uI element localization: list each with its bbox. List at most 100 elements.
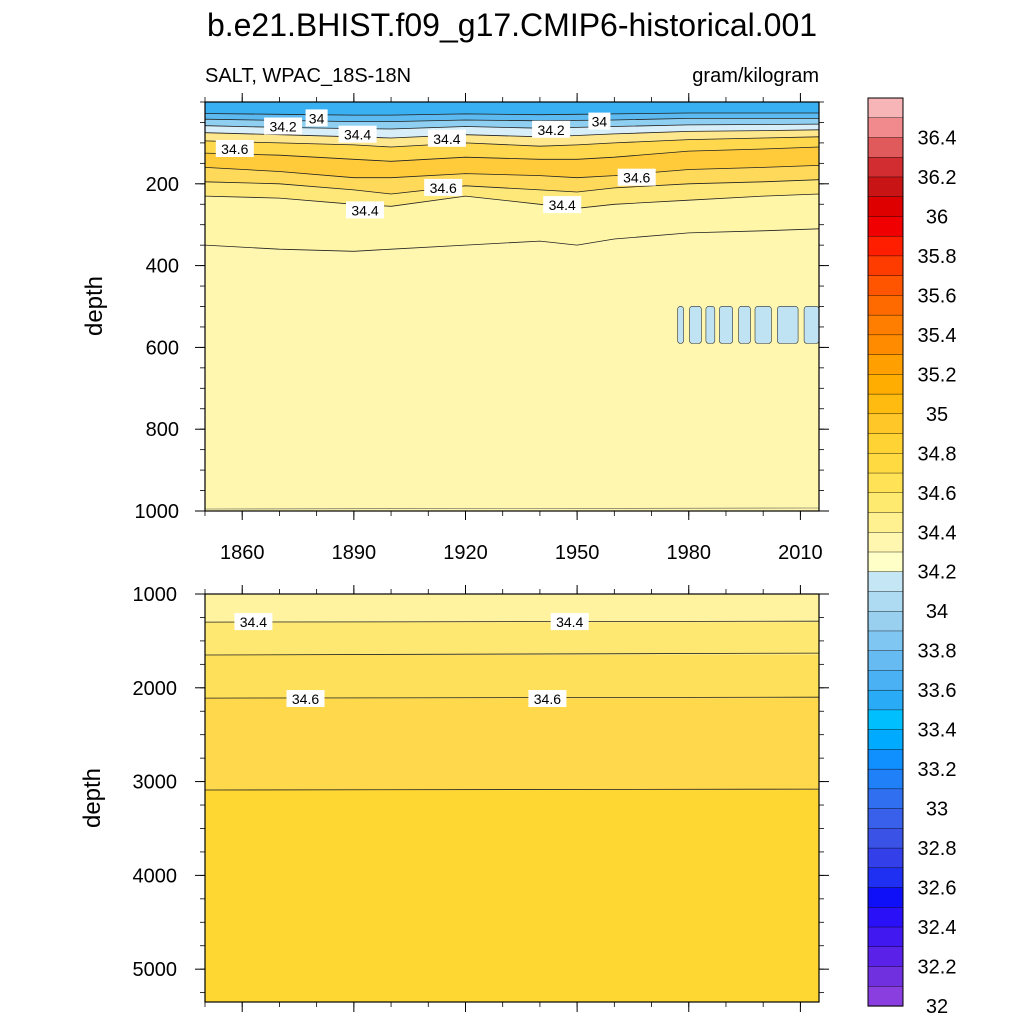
lower-y-tick-label: 2000 <box>133 678 178 700</box>
contour-label-text: 34.2 <box>537 122 564 138</box>
colorbar-swatch <box>867 117 904 139</box>
contour-label-box <box>543 196 582 214</box>
colorbar-swatch <box>867 749 904 770</box>
colorbar-label: 32.2 <box>918 957 957 979</box>
contour-label-box <box>305 109 328 127</box>
contour-label-box <box>588 112 611 130</box>
lower-band <box>205 790 819 1002</box>
left-string: SALT, WPAC_18S-18N <box>205 65 411 87</box>
colorbar-swatch <box>867 176 904 198</box>
colorbar-label: 33.2 <box>918 759 957 781</box>
colorbar-label: 35.4 <box>918 325 957 347</box>
contour-label-box <box>234 613 273 631</box>
contour-label-text: 34.4 <box>344 127 371 143</box>
lower-band <box>205 594 819 623</box>
contour-label-text: 34.6 <box>430 180 457 196</box>
upper-y-tick-label: 600 <box>146 337 179 359</box>
colorbar-label: 34.2 <box>918 562 957 584</box>
upper-low-salinity-cell <box>718 305 733 344</box>
upper-y-tick-label: 800 <box>146 419 179 441</box>
upper-x-tick-label: 1860 <box>220 542 265 564</box>
upper-contour-label: 34.4 <box>543 196 582 214</box>
colorbar-swatch <box>867 374 904 395</box>
colorbar-swatch <box>867 275 904 296</box>
colorbar-swatch <box>867 867 904 889</box>
colorbar-label: 33.4 <box>918 720 957 742</box>
figure-title: b.e21.BHIST.f09_g17.CMIP6-historical.001 <box>207 7 817 43</box>
colorbar-swatch <box>867 196 904 218</box>
lower-panel-fill <box>205 594 819 1002</box>
lower-panel-frame <box>204 593 820 1003</box>
colorbar-swatch <box>867 453 904 474</box>
colorbar-swatch <box>867 591 904 612</box>
contour-label-text: 34.6 <box>534 691 561 707</box>
colorbar-swatch <box>867 966 904 987</box>
upper-x-tick-label: 1950 <box>555 542 600 564</box>
lower-panel: 34.4 34.4 34.6 34.6 1000 2000 3000 4000 5000 de… <box>79 584 829 1012</box>
colorbar-label: 33 <box>926 799 948 821</box>
upper-contour-line <box>205 228 819 252</box>
upper-x-tick-label: 1890 <box>332 542 377 564</box>
contour-label-text: 34.4 <box>240 614 267 630</box>
upper-panel: 34 34 34.2 34.2 34.4 34.4 34.6 34.6 34.6 34.4 34.4… <box>81 93 829 564</box>
upper-contour-label: 34.6 <box>617 168 656 186</box>
upper-contour-line <box>205 136 819 148</box>
upper-low-salinity-cell <box>677 305 684 344</box>
colorbar-swatch <box>867 788 904 810</box>
contour-label-box <box>286 690 325 707</box>
upper-panel-fill <box>205 102 819 511</box>
upper-bottom-contour <box>205 507 819 510</box>
lower-panel-axes: 1000 2000 3000 4000 5000 <box>133 584 829 1012</box>
contour-label-box <box>338 125 377 143</box>
colorbar-swatch <box>867 334 904 356</box>
upper-contour-label: 34.4 <box>346 201 384 219</box>
colorbar-swatch <box>867 472 904 494</box>
contour-label-text: 34.6 <box>292 691 319 707</box>
colorbar-label: 34 <box>926 601 948 623</box>
upper-contour-line <box>205 112 819 116</box>
colorbar-swatch <box>867 670 904 691</box>
upper-panel-contours <box>205 112 819 510</box>
upper-low-salinity-cell <box>738 305 751 344</box>
upper-contour-label: 34.4 <box>427 129 466 147</box>
upper-y-tick-label: 1000 <box>135 501 180 523</box>
colorbar-swatch <box>867 926 904 948</box>
right-string: gram/kilogram <box>692 65 819 87</box>
colorbar-swatch <box>867 137 904 158</box>
contour-label-box <box>528 690 567 707</box>
colorbar-label: 33.6 <box>918 680 957 702</box>
upper-contour-label: 34.2 <box>264 117 303 135</box>
lower-contour-label: 34.6 <box>528 690 567 707</box>
upper-y-tick-label: 200 <box>146 174 179 196</box>
colorbar-label: 35.6 <box>918 285 957 307</box>
upper-contour-label: 34 <box>305 109 328 127</box>
colorbar-swatch <box>867 729 904 750</box>
upper-low-salinity-cell <box>803 306 819 344</box>
upper-low-salinity-cell <box>776 305 799 344</box>
upper-contour-label: 34.2 <box>532 120 571 138</box>
colorbar-swatch <box>867 689 904 711</box>
colorbar-swatch <box>867 97 904 119</box>
lower-y-tick-label: 4000 <box>133 865 178 887</box>
upper-x-tick-label: 1980 <box>667 542 712 564</box>
lower-contour-label: 34.6 <box>286 690 325 707</box>
colorbar-swatch <box>867 887 904 908</box>
contour-label-text: 34.4 <box>549 197 576 213</box>
lower-y-tick-label: 1000 <box>133 584 178 606</box>
colorbar-swatch <box>867 393 904 415</box>
colorbar-label: 35.8 <box>918 246 957 268</box>
colorbar-swatch <box>867 551 904 573</box>
upper-panel-contour-labels: 34 34 34.2 34.2 34.4 34.4 34.6 34.6 34.6 34.4 34.4 <box>215 109 656 219</box>
colorbar-swatch <box>867 808 904 829</box>
colorbar-label: 35 <box>926 404 948 426</box>
colorbar-label: 36.4 <box>918 128 957 150</box>
colorbar-swatch <box>867 216 904 237</box>
upper-contour-line <box>205 193 819 209</box>
colorbar-label: 34.4 <box>918 522 957 544</box>
colorbar-label: 36.2 <box>918 167 957 189</box>
upper-contour-label: 34.6 <box>215 140 254 157</box>
upper-y-axis-label: depth <box>81 276 108 336</box>
colorbar-label: 34.6 <box>918 483 957 505</box>
contour-label-box <box>424 178 463 196</box>
upper-x-tick-label: 2010 <box>778 542 823 564</box>
